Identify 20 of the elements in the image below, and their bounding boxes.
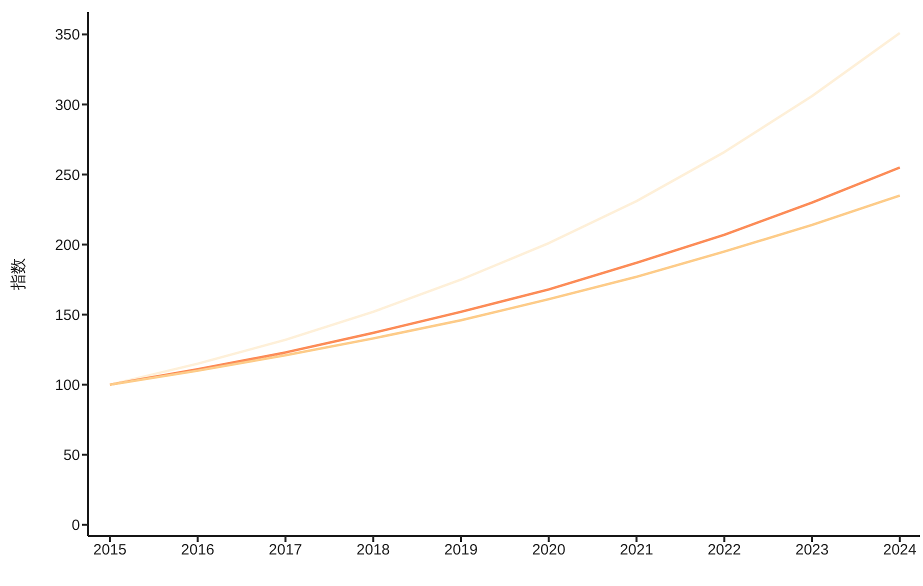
y-tick-label: 350 xyxy=(54,26,80,44)
x-tick-label: 2015 xyxy=(93,542,127,559)
y-tick-label: 50 xyxy=(63,447,80,464)
y-tick-label: 300 xyxy=(54,96,80,114)
x-tick-label: 2020 xyxy=(532,542,566,559)
line-series xyxy=(108,32,902,386)
y-tick-label: 100 xyxy=(54,377,80,394)
x-tick-label: 2019 xyxy=(444,542,478,559)
x-tick-label: 2023 xyxy=(795,542,829,559)
y-axis-title: 指数 xyxy=(10,258,28,291)
x-tick-label: 2022 xyxy=(708,542,741,559)
y-tick-label: 0 xyxy=(72,517,80,534)
x-tick-label: 2017 xyxy=(268,542,302,559)
x-tick-label: 2016 xyxy=(181,542,214,559)
y-tick-label: 250 xyxy=(54,166,80,184)
x-tick-label: 2021 xyxy=(620,542,654,559)
x-tick-label: 2018 xyxy=(356,542,390,559)
y-tick-label: 200 xyxy=(54,236,80,254)
y-tick-label: 150 xyxy=(54,306,80,324)
x-tick-label: 2024 xyxy=(883,542,916,559)
